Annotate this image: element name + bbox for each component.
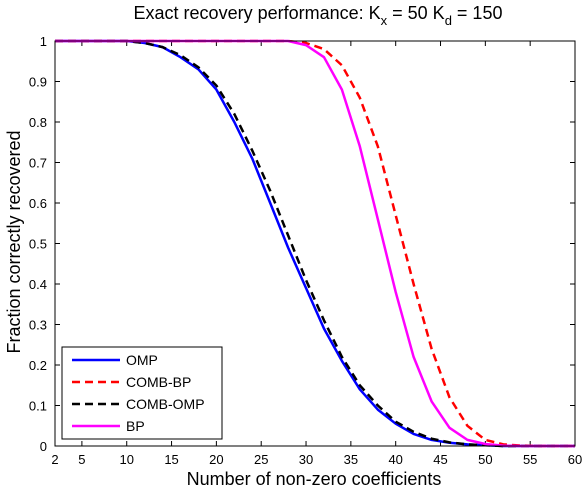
legend-label: COMB-OMP [126,396,205,412]
x-tick-label: 20 [209,452,223,467]
y-tick-label: 0.1 [29,399,47,414]
x-tick-label: 2 [51,452,58,467]
y-tick-label: 0.8 [29,115,47,130]
legend-label: OMP [126,352,158,368]
legend-box [61,346,223,440]
y-tick-label: 0.7 [29,156,47,171]
x-tick-label: 30 [299,452,313,467]
x-tick-label: 25 [254,452,268,467]
x-tick-label: 50 [478,452,492,467]
series-line-comb-omp [55,39,575,448]
x-tick-label: 15 [164,452,178,467]
y-tick-label: 0.2 [29,358,47,373]
plot-frame [54,40,576,447]
y-tick-label: 1 [40,34,47,49]
x-tick-label: 55 [523,452,537,467]
x-tick-label: 35 [344,452,358,467]
legend-label: BP [126,418,145,434]
y-tick-label: 0 [40,439,47,454]
legend-label: COMB-BP [126,374,191,390]
x-tick-label: 40 [388,452,402,467]
x-tick-label: 45 [433,452,447,467]
y-tick-label: 0.5 [29,237,47,252]
y-tick-label: 0.6 [29,196,47,211]
chart-title: Exact recovery performance: Kx = 50 Kd =… [134,3,503,28]
y-tick-label: 0.9 [29,75,47,90]
x-tick-label: 5 [78,452,85,467]
y-tick-label: 0.4 [29,277,47,292]
y-tick-label: 0.3 [29,318,47,333]
x-tick-label: 10 [119,452,133,467]
y-axis-label: Fraction correctly recovered [4,130,24,353]
x-axis-label: Number of non-zero coefficients [187,469,442,489]
axis-ticks: 2 5 10 15 20 25 30 35 40 45 50 55 6000.10.20.30.40.5… [29,34,582,467]
legend: OMP COMB-BP COMB-OMP BP [61,346,223,440]
x-tick-label: 60 [568,452,582,467]
